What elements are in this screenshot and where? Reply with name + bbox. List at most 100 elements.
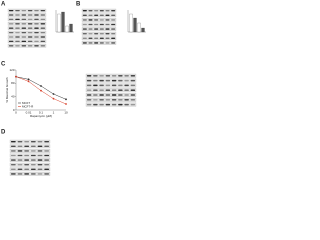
blot-band <box>124 75 129 77</box>
blot-band <box>21 18 27 21</box>
blot-band <box>99 84 104 87</box>
blot-band <box>8 45 14 47</box>
blot-band <box>105 28 110 30</box>
blot-band <box>111 14 116 16</box>
blot-band <box>34 18 39 21</box>
blot-band <box>40 23 46 25</box>
blot-band <box>111 79 117 82</box>
blot-band <box>31 164 36 166</box>
blot-strip <box>85 93 137 97</box>
blot-band <box>15 45 20 47</box>
blot-band <box>31 150 36 152</box>
blot-band <box>8 9 14 12</box>
blot-band <box>88 37 93 39</box>
point <box>40 85 42 87</box>
blot-band <box>111 19 116 21</box>
blot-band <box>31 141 36 143</box>
blot-band <box>24 159 29 161</box>
blot-strip <box>7 26 47 30</box>
blot-band <box>21 36 27 38</box>
blot-band <box>11 141 16 143</box>
blot-band <box>105 37 110 39</box>
bar <box>65 25 69 33</box>
blot-band <box>105 19 110 21</box>
blot-strip <box>9 158 51 162</box>
blot-band <box>130 75 136 77</box>
blot-band <box>118 99 123 101</box>
blot-band <box>118 75 123 77</box>
blot-strip <box>85 97 137 102</box>
blot-band <box>105 42 110 44</box>
blot-band <box>44 145 49 147</box>
bar <box>137 22 141 33</box>
blot-band <box>111 103 117 106</box>
blot-band <box>27 27 33 29</box>
blot-band <box>94 37 99 39</box>
blot-strip <box>9 153 51 158</box>
blot-band <box>111 84 117 87</box>
blot-band <box>111 99 117 101</box>
point <box>27 80 30 83</box>
blot-strip <box>85 73 137 78</box>
blot-band <box>88 33 93 35</box>
panel-label: A <box>1 2 6 8</box>
blot-band <box>31 168 36 170</box>
blot-band <box>99 79 104 82</box>
y-axis-label: % Maximal Growth <box>5 77 9 103</box>
blot-band <box>88 19 93 21</box>
blot-band <box>118 103 123 106</box>
blot-band <box>27 23 33 25</box>
blot-band <box>24 173 29 175</box>
blot-band <box>99 103 104 106</box>
blot-band <box>27 9 33 12</box>
blot-band <box>99 37 104 39</box>
blot-band <box>86 79 92 82</box>
blot-band <box>111 28 116 30</box>
blot-band <box>99 10 104 12</box>
blot-strip <box>7 39 47 44</box>
blot-band <box>105 33 110 35</box>
blot-band <box>93 75 98 77</box>
x-tick-label: 0.01 <box>26 110 32 114</box>
blot-band <box>44 154 49 157</box>
blot-band <box>34 36 39 38</box>
blot-band <box>21 9 27 12</box>
blot-band <box>82 28 87 30</box>
blot-strip <box>81 8 117 13</box>
blot-band <box>105 89 111 91</box>
point <box>40 89 42 92</box>
blot-band <box>17 150 23 152</box>
blot-band <box>34 23 39 25</box>
blot-band <box>82 23 87 26</box>
blot-band <box>82 42 87 44</box>
blot-band <box>21 31 27 34</box>
blot-band <box>31 173 36 175</box>
blot-strip <box>9 167 51 172</box>
blot-band <box>88 42 93 44</box>
blot-strip <box>81 27 117 31</box>
blot-band <box>94 28 99 30</box>
blot-band <box>31 159 36 161</box>
blot-strip <box>9 162 51 167</box>
blot-band <box>34 14 39 16</box>
blot-band <box>34 40 39 43</box>
blot-band <box>94 42 99 44</box>
blot-band <box>99 99 104 101</box>
blot-band <box>118 79 123 82</box>
blot-band <box>17 145 23 147</box>
panel-label: D <box>1 130 6 136</box>
blot-band <box>130 94 136 96</box>
blot-band <box>93 94 98 96</box>
blot-band <box>99 19 104 21</box>
x-tick-label: 10 <box>64 110 68 114</box>
blot-band <box>105 75 111 77</box>
blot-strip <box>85 102 137 107</box>
blot-band <box>82 37 87 39</box>
blot-band <box>124 79 129 82</box>
blot-band <box>37 141 43 143</box>
blot-band <box>17 164 23 166</box>
y-tick-label: 40 <box>11 94 15 98</box>
blot-band <box>8 36 14 38</box>
blot-band <box>15 14 20 16</box>
blot-band <box>86 103 92 106</box>
